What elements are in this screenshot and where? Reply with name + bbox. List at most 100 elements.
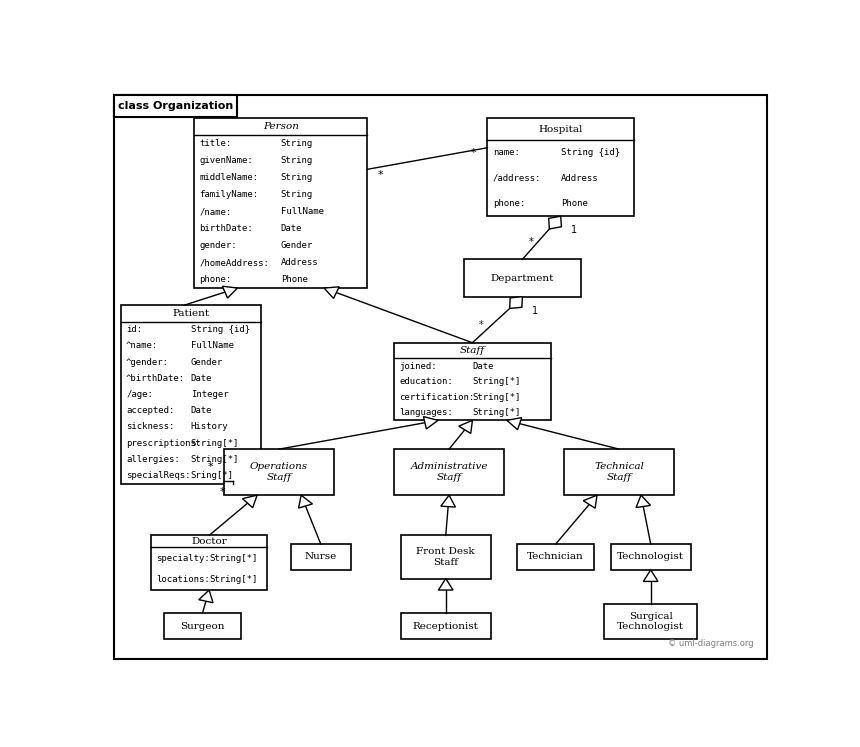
Text: Front Desk
Staff: Front Desk Staff <box>416 548 475 567</box>
Polygon shape <box>636 495 650 507</box>
Text: prescriptions:: prescriptions: <box>126 438 201 447</box>
Text: /age:: /age: <box>126 390 153 399</box>
Text: Gender: Gender <box>280 241 313 250</box>
Text: class Organization: class Organization <box>118 102 233 111</box>
Polygon shape <box>324 287 339 298</box>
Text: birthDate:: birthDate: <box>200 224 253 233</box>
Text: *: * <box>479 320 484 330</box>
Text: Phone: Phone <box>280 275 308 284</box>
Polygon shape <box>507 418 522 430</box>
Polygon shape <box>298 495 312 508</box>
Text: Technician: Technician <box>527 553 584 562</box>
Bar <box>394 449 504 495</box>
Text: *: * <box>529 237 534 247</box>
Text: Gender: Gender <box>191 358 223 367</box>
Polygon shape <box>199 590 213 603</box>
Text: Receptionist: Receptionist <box>413 622 479 630</box>
Polygon shape <box>423 417 438 429</box>
Polygon shape <box>510 297 522 309</box>
Text: Person: Person <box>263 123 298 131</box>
Polygon shape <box>643 570 658 581</box>
Polygon shape <box>243 495 257 508</box>
Text: phone:: phone: <box>200 275 231 284</box>
Text: Date: Date <box>191 374 212 382</box>
Text: phone:: phone: <box>493 199 525 208</box>
Bar <box>604 604 697 639</box>
Text: Surgical
Technologist: Surgical Technologist <box>617 612 685 631</box>
Bar <box>401 613 491 639</box>
Bar <box>224 449 334 495</box>
Text: specialReqs:: specialReqs: <box>126 471 191 480</box>
Text: 1: 1 <box>571 226 577 235</box>
Bar <box>164 613 241 639</box>
Bar <box>291 544 351 570</box>
Bar <box>150 536 267 590</box>
Text: *: * <box>470 149 476 158</box>
Text: ^birthDate:: ^birthDate: <box>126 374 185 382</box>
Polygon shape <box>583 495 597 508</box>
Text: String[*]: String[*] <box>472 377 521 386</box>
Text: String[*]: String[*] <box>472 408 521 417</box>
Text: Operations
Staff: Operations Staff <box>250 462 308 482</box>
Polygon shape <box>458 421 472 433</box>
Polygon shape <box>223 286 237 298</box>
Text: /homeAddress:: /homeAddress: <box>200 258 269 267</box>
Text: joined:: joined: <box>399 362 437 371</box>
Text: *: * <box>219 487 225 498</box>
Text: *: * <box>207 462 213 472</box>
Text: String[*]: String[*] <box>209 575 257 584</box>
Text: allergies:: allergies: <box>126 455 180 464</box>
Text: Staff: Staff <box>460 346 485 355</box>
Text: Address: Address <box>561 173 599 182</box>
Text: /address:: /address: <box>493 173 541 182</box>
Text: givenName:: givenName: <box>200 156 253 165</box>
Polygon shape <box>441 495 456 507</box>
Bar <box>194 118 367 288</box>
Bar <box>120 306 261 483</box>
Bar <box>611 544 691 570</box>
Text: sickness:: sickness: <box>126 422 175 432</box>
Text: String {id}: String {id} <box>561 148 620 157</box>
Polygon shape <box>549 216 562 229</box>
Text: Address: Address <box>280 258 318 267</box>
Bar <box>401 536 491 578</box>
Text: Hospital: Hospital <box>538 125 583 134</box>
Text: Date: Date <box>472 362 494 371</box>
Text: History: History <box>191 422 229 432</box>
Text: Doctor: Doctor <box>191 537 227 546</box>
Text: Nurse: Nurse <box>304 553 337 562</box>
Text: accepted:: accepted: <box>126 406 175 415</box>
Text: String: String <box>280 140 313 149</box>
Text: © uml-diagrams.org: © uml-diagrams.org <box>668 639 754 648</box>
Text: languages:: languages: <box>399 408 453 417</box>
Text: Technologist: Technologist <box>617 553 685 562</box>
Text: familyName:: familyName: <box>200 190 259 199</box>
Bar <box>564 449 674 495</box>
Bar <box>518 544 594 570</box>
Text: Department: Department <box>491 273 554 282</box>
Text: gender:: gender: <box>200 241 237 250</box>
Text: Integer: Integer <box>191 390 229 399</box>
Text: String[*]: String[*] <box>191 455 239 464</box>
Text: ^gender:: ^gender: <box>126 358 169 367</box>
Bar <box>114 96 237 117</box>
Text: String[*]: String[*] <box>209 554 257 562</box>
Text: String {id}: String {id} <box>191 325 250 334</box>
Text: String[*]: String[*] <box>472 393 521 402</box>
Text: ^name:: ^name: <box>126 341 158 350</box>
Text: Technical
Staff: Technical Staff <box>594 462 644 482</box>
Text: String: String <box>280 190 313 199</box>
Text: locations:: locations: <box>157 575 210 584</box>
Text: FullName: FullName <box>191 341 234 350</box>
Text: Date: Date <box>280 224 303 233</box>
Text: FullName: FullName <box>280 207 323 216</box>
Text: Sring[*]: Sring[*] <box>191 471 234 480</box>
Text: education:: education: <box>399 377 453 386</box>
Bar <box>488 118 634 216</box>
Polygon shape <box>439 578 453 590</box>
Text: specialty:: specialty: <box>157 554 210 562</box>
Text: Surgeon: Surgeon <box>181 622 224 630</box>
Text: Phone: Phone <box>561 199 587 208</box>
Text: name:: name: <box>493 148 519 157</box>
Bar <box>464 259 580 297</box>
